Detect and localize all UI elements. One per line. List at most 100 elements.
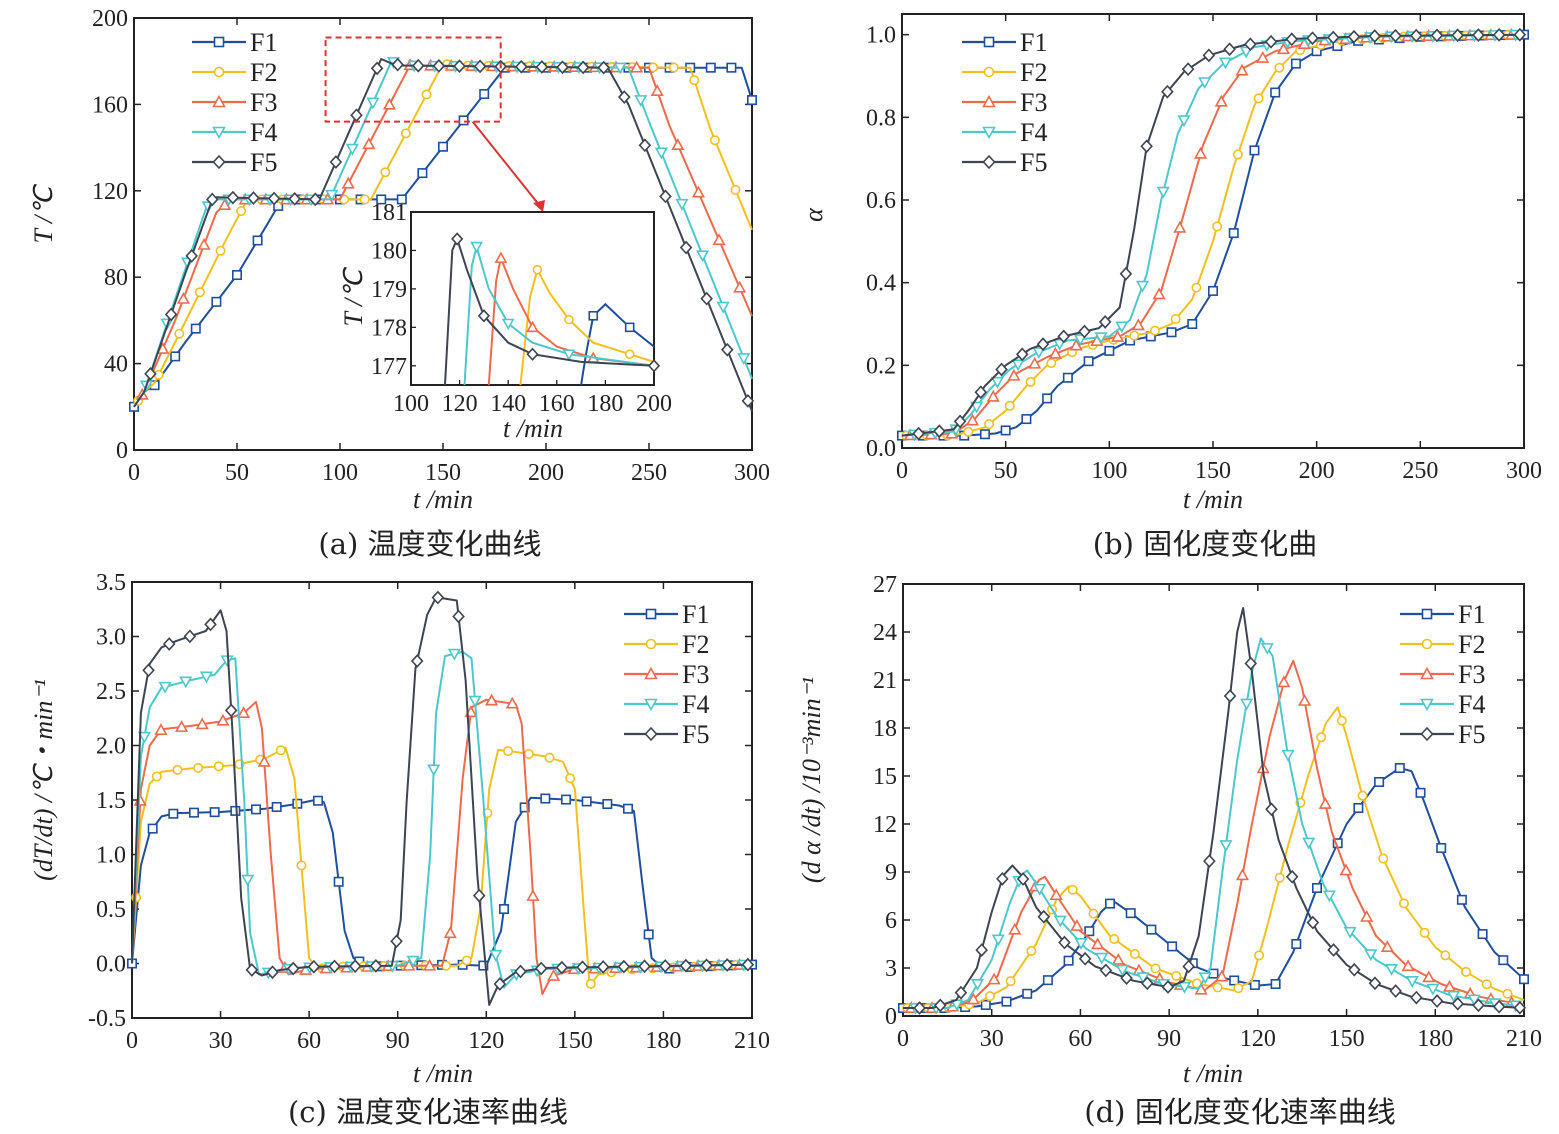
x-tick-label: 120 (468, 1028, 504, 1054)
legend-marker-F5 (1420, 726, 1434, 742)
data-point-F5 (638, 138, 652, 153)
data-point-F5 (1409, 28, 1423, 43)
data-point-F3 (1048, 346, 1062, 359)
data-point-F3 (154, 723, 168, 735)
legend-item-F3: F3 (624, 660, 709, 689)
data-point-F2 (1316, 732, 1327, 743)
x-tick-label: 0 (896, 458, 908, 484)
data-point-F3 (547, 968, 561, 981)
data-point-F4 (345, 143, 359, 156)
data-point-F1 (190, 323, 201, 334)
data-point-F4 (427, 764, 441, 777)
data-point-F2 (359, 194, 370, 205)
data-point-F5 (370, 61, 384, 76)
legend-label: F4 (1458, 690, 1485, 719)
y-tick-label: 1.5 (96, 788, 126, 814)
data-point-F4 (1343, 926, 1357, 939)
data-point-F4 (1240, 698, 1254, 711)
legend-label: F3 (682, 660, 709, 689)
data-point-F1 (1374, 776, 1385, 787)
data-point-F4 (366, 97, 380, 110)
legend-item-F2: F2 (962, 58, 1047, 87)
panel-d-curing-rate: 0 30 60 90 120 150 180 210 0 3 6 9 12 15 18 21 24 27 t /m… (797, 572, 1542, 1129)
data-point-F5 (1203, 854, 1216, 869)
series-line-F4 (131, 650, 753, 989)
data-point-F4 (1239, 46, 1253, 59)
data-point-F2 (1109, 933, 1120, 944)
legend-item-F5: F5 (1400, 720, 1485, 749)
data-point-F1 (271, 801, 282, 812)
data-point-F5 (1326, 30, 1340, 45)
data-point-F2 (1149, 325, 1160, 336)
y-tick-label: 3.5 (96, 570, 126, 596)
data-point-F1 (1415, 787, 1426, 798)
y-tick-label: 15 (873, 764, 897, 790)
data-point-F5 (954, 985, 968, 1000)
panel-a-x-axis-label: t /min (413, 485, 473, 514)
data-point-F4 (1198, 77, 1212, 90)
legend-item-F4: F4 (624, 690, 709, 719)
legend-item-F5: F5 (192, 148, 277, 177)
inset-data-point-F5 (477, 309, 490, 323)
data-point-F5 (1513, 1000, 1527, 1015)
data-point-F5 (1368, 29, 1382, 43)
data-point-F1 (1001, 996, 1012, 1007)
data-point-F5 (286, 961, 300, 976)
data-point-F5 (204, 617, 217, 632)
data-point-F4 (613, 62, 627, 75)
legend-label: F4 (250, 118, 277, 147)
data-point-F5 (328, 959, 341, 974)
data-point-F1 (979, 429, 990, 440)
panel-c-y-axis-label: (dT/dt) /℃・min⁻¹ (29, 679, 58, 881)
data-point-F1 (478, 960, 489, 971)
data-point-F3 (1298, 693, 1312, 706)
legend-marker-F1 (1421, 608, 1433, 620)
legend-marker-F5 (212, 154, 226, 170)
data-point-F5 (596, 960, 610, 974)
series-F2 (131, 745, 753, 989)
inset-series-F4 (463, 241, 655, 386)
data-point-F5 (933, 424, 946, 439)
data-point-F5 (679, 958, 693, 973)
data-point-F5 (679, 240, 693, 255)
x-tick-label: 300 (1506, 458, 1542, 484)
data-point-F4 (241, 874, 255, 887)
data-point-F5 (555, 960, 569, 975)
data-point-F3 (175, 720, 189, 732)
data-point-F1 (519, 802, 530, 813)
data-point-F1 (232, 270, 243, 281)
data-point-F5 (1513, 27, 1527, 42)
series-F5 (901, 27, 1527, 441)
data-point-F2 (984, 991, 995, 1002)
data-point-F4 (325, 189, 339, 202)
data-point-F4 (1011, 359, 1025, 372)
inset-x-tick-label: 160 (539, 391, 575, 417)
data-point-F2 (1212, 221, 1223, 232)
data-point-F2 (1253, 93, 1264, 104)
data-point-F4 (1447, 990, 1461, 1003)
data-point-F1 (1105, 898, 1116, 909)
panel-b-curing-degree: 0 50 100 150 200 250 300 0.0 0.2 0.4 0.6 0.8 1.0 t /… (799, 13, 1542, 561)
data-point-F1 (1125, 908, 1136, 919)
legend-marker-F3 (1420, 666, 1434, 680)
inset-data-point-F3 (526, 320, 539, 333)
panel-c-plot-frame (131, 581, 753, 1019)
data-point-F3 (526, 889, 540, 901)
data-point-F5 (226, 190, 240, 205)
data-point-F2 (174, 328, 185, 339)
data-point-F2 (213, 761, 224, 772)
x-tick-label: 150 (1195, 458, 1231, 484)
data-point-F1 (1498, 955, 1509, 966)
data-point-F5 (1389, 984, 1402, 998)
y-tick-label: 6 (885, 908, 897, 934)
series-F5 (133, 57, 755, 412)
data-point-F5 (350, 108, 363, 123)
legend-item-F2: F2 (192, 58, 277, 87)
data-point-F1 (1146, 924, 1157, 935)
data-point-F3 (1194, 146, 1208, 159)
data-point-F4 (1281, 749, 1295, 762)
data-point-F5 (205, 192, 219, 207)
data-point-F3 (197, 237, 211, 250)
data-point-F5 (1182, 959, 1195, 974)
series-F1 (897, 762, 1530, 1013)
